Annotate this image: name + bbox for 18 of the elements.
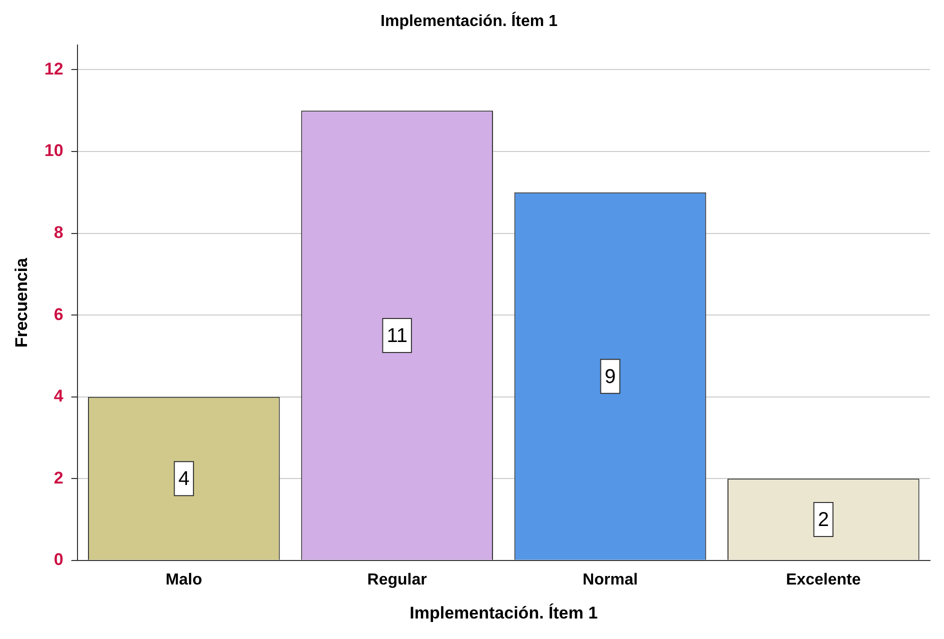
y-tick-label: 8 [54, 222, 64, 242]
data-label: 4 [178, 468, 190, 490]
x-axis-title: Implementación. Ítem 1 [410, 602, 598, 622]
x-tick-label: Excelente [786, 571, 861, 588]
x-tick-label: Malo [166, 571, 202, 588]
x-tick-label: Regular [367, 571, 427, 588]
x-tick-label: Normal [582, 571, 638, 588]
data-label: 9 [604, 366, 616, 388]
chart-title: Implementación. Ítem 1 [380, 11, 558, 30]
data-label: 2 [818, 509, 829, 532]
y-tick-label: 4 [54, 386, 64, 406]
data-label: 11 [386, 325, 408, 348]
y-tick-label: 6 [54, 304, 64, 324]
y-tick-label: 10 [44, 141, 64, 160]
y-tick-label: 0 [54, 550, 64, 570]
y-tick-label: 2 [54, 468, 64, 488]
y-axis-title: Frecuencia [12, 257, 31, 348]
y-tick-label: 12 [44, 59, 64, 78]
